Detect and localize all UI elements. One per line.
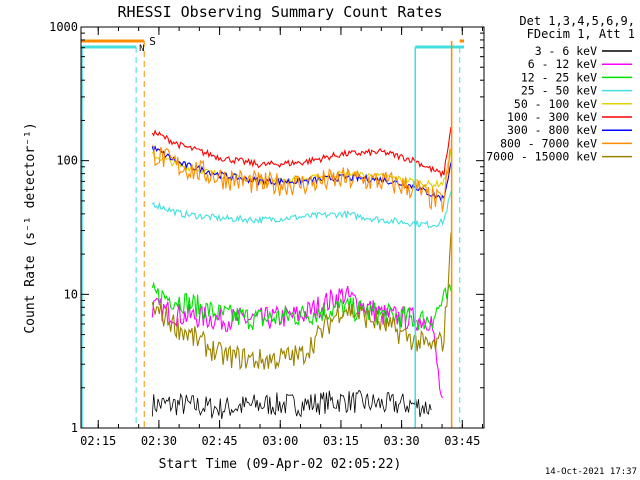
series-line-9	[151, 232, 452, 371]
timestamp: 14-Oct-2021 17:37	[545, 467, 637, 477]
series-line-6	[151, 126, 452, 179]
legend-header-line-1: Det 1,3,4,5,6,9,	[519, 14, 635, 28]
flag-n-label: N	[139, 44, 144, 54]
legend-label: 100 - 300 keV	[507, 110, 597, 124]
y-tick-label: 100	[56, 154, 78, 168]
x-tick-label: 03:45	[444, 434, 480, 448]
y-tick-label: 1000	[49, 20, 78, 34]
legend-header-line-2: FDecim 1, Att 1	[527, 27, 635, 41]
chart-title: RHESSI Observing Summary Count Rates	[117, 3, 442, 21]
series-line-8	[151, 145, 452, 212]
legend-label: 800 - 7000 keV	[500, 136, 597, 150]
y-tick-label: 1	[71, 421, 78, 435]
x-axis-label: Start Time (09-Apr-02 02:05:22)	[159, 457, 402, 472]
legend-label: 300 - 800 keV	[507, 123, 597, 137]
legend-label: 7000 - 15000 keV	[486, 150, 597, 164]
plot-frame	[80, 26, 485, 429]
legend-label: 12 - 25 keV	[521, 70, 597, 84]
x-tick-label: 03:30	[384, 434, 420, 448]
flag-s-label: S	[149, 35, 156, 48]
y-axis-label: Count Rate (s⁻¹ detector⁻¹)	[23, 122, 38, 333]
series-line-2	[151, 285, 443, 399]
legend-label: 3 - 6 keV	[535, 44, 597, 58]
series-line-3	[151, 281, 452, 331]
x-tick-label: 02:15	[80, 434, 116, 448]
series-line-4	[151, 191, 452, 229]
x-tick-label: 03:15	[323, 434, 359, 448]
legend-label: 6 - 12 keV	[528, 57, 597, 71]
series-line-1	[151, 389, 432, 420]
legend-label: 50 - 100 keV	[514, 97, 597, 111]
y-tick-label: 10	[64, 287, 78, 301]
legend-label: 25 - 50 keV	[521, 84, 597, 98]
legend: Det 1,3,4,5,6,9, FDecim 1, Att 1 3 - 6 k…	[486, 14, 635, 164]
x-tick-label: 02:45	[202, 434, 238, 448]
x-tick-label: 03:00	[262, 434, 298, 448]
x-tick-label: 02:30	[141, 434, 177, 448]
plot-area: SN 1 10 100 1000 02:15 02:30 02:45 03:00 03:15 03:…	[49, 20, 485, 448]
